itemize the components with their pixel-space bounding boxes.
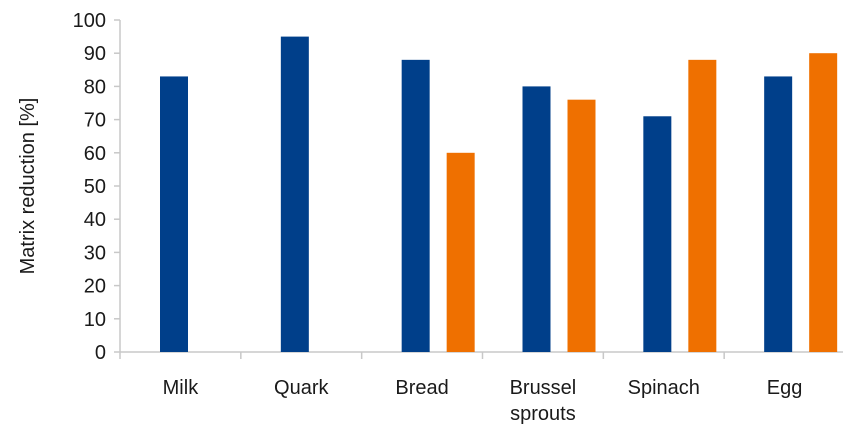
- bar-series-1: [160, 76, 188, 352]
- y-tick-label: 10: [84, 309, 106, 331]
- x-category-label-line: Bread: [395, 377, 448, 399]
- x-category-label-line: Brussel: [510, 377, 577, 399]
- bar-series-1: [764, 76, 793, 352]
- bar-series-1: [522, 86, 551, 353]
- y-tick-label: 80: [84, 76, 106, 98]
- bar-series-1: [280, 36, 309, 352]
- y-tick-label: 40: [84, 209, 106, 231]
- y-tick-label: 50: [84, 176, 106, 198]
- x-category-label: Spinach: [628, 377, 700, 399]
- y-tick-label: 90: [84, 43, 106, 65]
- y-tick-label: 0: [95, 342, 106, 364]
- x-category-label-line: Quark: [274, 377, 329, 399]
- y-tick-label: 100: [73, 10, 106, 32]
- bar-series-1: [643, 116, 672, 352]
- y-tick-label: 60: [84, 143, 106, 165]
- x-category-label: Egg: [767, 377, 803, 399]
- y-tick-label: 30: [84, 242, 106, 264]
- bar-series-1: [401, 59, 430, 353]
- x-category-label: Bread: [395, 377, 448, 399]
- x-category-label-line: Spinach: [628, 377, 700, 399]
- y-tick-label: 20: [84, 276, 106, 298]
- bar-series-2: [809, 53, 838, 352]
- x-category-label: Brussel sprouts: [510, 377, 577, 425]
- y-tick-label: 70: [84, 110, 106, 132]
- bars: [160, 36, 838, 353]
- x-category-label-line: sprouts: [510, 403, 576, 425]
- x-category-label-line: Milk: [163, 377, 200, 399]
- x-category-label: Milk: [163, 377, 200, 399]
- bar-series-2: [446, 152, 475, 352]
- bar-series-2: [567, 99, 596, 353]
- bar-series-2: [688, 59, 717, 353]
- y-axis-title: Matrix reduction [%]: [17, 98, 39, 275]
- y-axis: 0 10 20 30 40 50 60 70 80 90 100: [73, 10, 121, 364]
- x-category-label: Quark: [274, 377, 329, 399]
- x-category-label-line: Egg: [767, 377, 803, 399]
- x-axis: Milk Quark Bread Brussel sprouts Spinach Egg: [119, 351, 843, 425]
